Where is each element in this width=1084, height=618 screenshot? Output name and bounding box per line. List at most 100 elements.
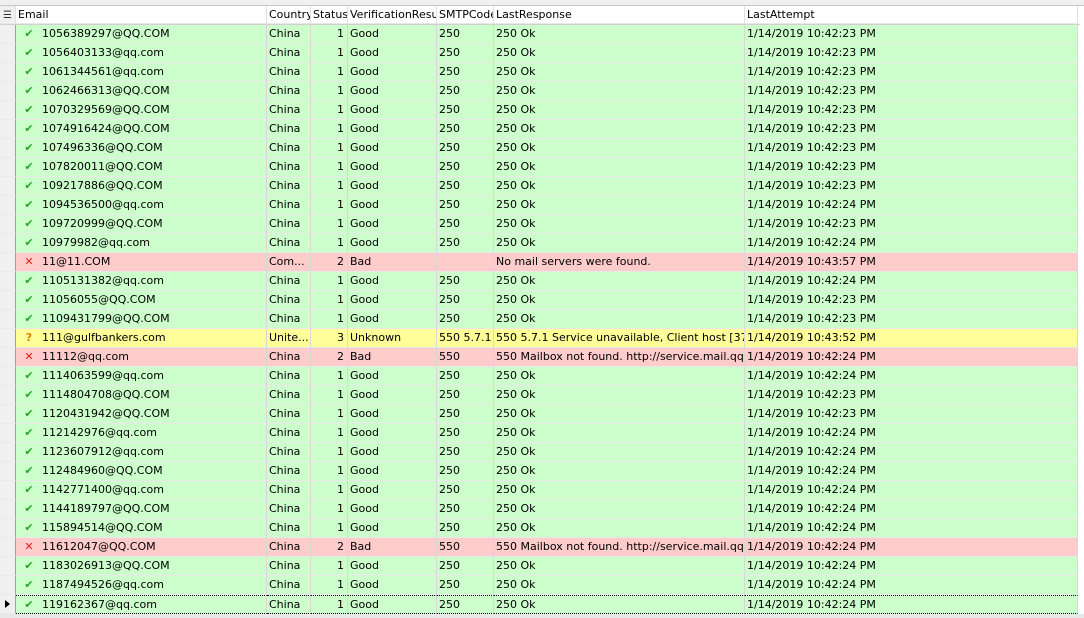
row-selector[interactable]	[0, 158, 16, 177]
cell-lastresponse: 250 Ok	[494, 158, 745, 177]
row-selector[interactable]	[0, 234, 16, 253]
table-row[interactable]: ✔ 1144189797@QQ.COM China 1 Good 250 250 Ok 1/1…	[0, 500, 1080, 519]
row-selector[interactable]	[0, 519, 16, 538]
cell-lastresponse: 250 Ok	[494, 557, 745, 576]
table-row[interactable]: ✔ 1120431942@QQ.COM China 1 Good 250 250 Ok 1/1…	[0, 405, 1080, 424]
table-row[interactable]: ✔ 112142976@qq.com China 1 Good 250 250 Ok 1/14…	[0, 424, 1080, 443]
row-selector[interactable]	[0, 139, 16, 158]
table-row[interactable]: ✔ 107820011@QQ.COM China 1 Good 250 250 Ok 1/14…	[0, 158, 1080, 177]
table-row[interactable]: ✕ 11112@qq.com China 2 Bad 550 550 Mailbox not…	[0, 348, 1080, 367]
cell-status: 1	[311, 291, 348, 310]
column-header-country[interactable]: Country	[267, 6, 311, 24]
table-row[interactable]: ✔ 1070329569@QQ.COM China 1 Good 250 250 Ok 1/1…	[0, 101, 1080, 120]
table-row[interactable]: ✔ 10979982@qq.com China 1 Good 250 250 Ok 1/14/…	[0, 234, 1080, 253]
table-row[interactable]: ✕ 11@11.COM Com... 2 Bad No mail servers were…	[0, 253, 1080, 272]
row-selector[interactable]	[0, 215, 16, 234]
cell-text: Bad	[350, 540, 372, 553]
table-row[interactable]: ✔ 1123607912@qq.com China 1 Good 250 250 Ok 1/1…	[0, 443, 1080, 462]
row-selector[interactable]	[0, 25, 16, 44]
table-row[interactable]: ✔ 1183026913@QQ.COM China 1 Good 250 250 Ok 1/1…	[0, 557, 1080, 576]
column-chooser-icon[interactable]: ☰	[0, 6, 16, 24]
cell-text: Good	[350, 502, 379, 515]
column-header-email[interactable]: Email	[16, 6, 267, 24]
row-selector[interactable]	[0, 424, 16, 443]
table-row[interactable]: ✔ 1114063599@qq.com China 1 Good 250 250 Ok 1/1…	[0, 367, 1080, 386]
row-selector[interactable]	[0, 462, 16, 481]
table-row[interactable]: ✔ 109217886@QQ.COM China 1 Good 250 250 Ok 1/14…	[0, 177, 1080, 196]
table-row[interactable]: ✔ 1142771400@qq.com China 1 Good 250 250 Ok 1/1…	[0, 481, 1080, 500]
row-selector[interactable]	[0, 595, 16, 614]
check-icon: ✔	[24, 312, 34, 325]
cell-text: 1/14/2019 10:42:24 PM	[747, 464, 876, 477]
cell-text: 250 Ok	[496, 84, 536, 97]
table-row[interactable]: ✔ 1056403133@qq.com China 1 Good 250 250 Ok 1/1…	[0, 44, 1080, 63]
cell-status: 1	[311, 63, 348, 82]
table-row[interactable]: ✔ 1061344561@qq.com China 1 Good 250 250 Ok 1/1…	[0, 63, 1080, 82]
row-selector[interactable]	[0, 82, 16, 101]
table-row[interactable]: ✔ 1094536500@qq.com China 1 Good 250 250 Ok 1/1…	[0, 196, 1080, 215]
cell-text: 1/14/2019 10:42:24 PM	[747, 483, 876, 496]
table-row[interactable]: ✔ 1074916424@QQ.COM China 1 Good 250 250 Ok 1/1…	[0, 120, 1080, 139]
cell-status: 1	[311, 481, 348, 500]
cell-lastresponse: 250 Ok	[494, 215, 745, 234]
row-selector[interactable]	[0, 367, 16, 386]
row-selector[interactable]	[0, 576, 16, 595]
horizontal-scrollbar[interactable]	[0, 614, 1084, 618]
cell-text: 250	[439, 578, 460, 591]
cell-text: China	[269, 312, 301, 325]
cross-icon: ✕	[24, 255, 34, 268]
row-selector[interactable]	[0, 386, 16, 405]
cell-verificationresult: Good	[348, 215, 437, 234]
table-row[interactable]: ✕ 11612047@QQ.COM China 2 Bad 550 550 Mailbox …	[0, 538, 1080, 557]
row-selector[interactable]	[0, 405, 16, 424]
row-selector[interactable]	[0, 177, 16, 196]
row-selector[interactable]	[0, 557, 16, 576]
table-row[interactable]: ✔ 1056389297@QQ.COM China 1 Good 250 250 Ok 1/1…	[0, 25, 1080, 44]
cell-email: ✕ 11112@qq.com	[16, 348, 267, 367]
table-row[interactable]: ✔ 1187494526@qq.com China 1 Good 250 250 Ok 1/1…	[0, 576, 1080, 595]
table-row[interactable]: ✔ 11056055@QQ.COM China 1 Good 250 250 Ok 1/14/…	[0, 291, 1080, 310]
row-selector[interactable]	[0, 291, 16, 310]
cell-text: 112484960@QQ.COM	[42, 464, 163, 477]
row-selector[interactable]	[0, 120, 16, 139]
table-row[interactable]: ✔ 115894514@QQ.COM China 1 Good 250 250 Ok 1/14…	[0, 519, 1080, 538]
column-header-lastresponse[interactable]: LastResponse	[494, 6, 745, 24]
cell-text: 1187494526@qq.com	[42, 578, 164, 591]
row-selector[interactable]	[0, 329, 16, 348]
row-selector[interactable]	[0, 310, 16, 329]
cell-text: 1	[337, 445, 344, 458]
column-header-lastattempt[interactable]: LastAttempt	[745, 6, 1078, 24]
column-header-verificationresult[interactable]: VerificationResult	[348, 6, 437, 24]
row-selector[interactable]	[0, 538, 16, 557]
row-selector[interactable]	[0, 44, 16, 63]
row-selector[interactable]	[0, 63, 16, 82]
row-selector[interactable]	[0, 481, 16, 500]
results-grid[interactable]: ☰ Email Country Status VerificationResul…	[0, 6, 1080, 614]
table-row[interactable]: ? 111@gulfbankers.com Unite... 3 Unknown 550 …	[0, 329, 1080, 348]
table-row[interactable]: ✔ 119162367@qq.com China 1 Good 250 250 Ok 1/14…	[0, 595, 1080, 614]
row-selector[interactable]	[0, 196, 16, 215]
row-selector[interactable]	[0, 443, 16, 462]
table-row[interactable]: ✔ 1105131382@qq.com China 1 Good 250 250 Ok 1/1…	[0, 272, 1080, 291]
cell-verificationresult: Good	[348, 595, 437, 614]
cell-verificationresult: Good	[348, 424, 437, 443]
column-header-smtpcode[interactable]: SMTPCode	[437, 6, 494, 24]
cell-text: 1120431942@QQ.COM	[42, 407, 170, 420]
row-selector[interactable]	[0, 348, 16, 367]
table-row[interactable]: ✔ 109720999@QQ.COM China 1 Good 250 250 Ok 1/14…	[0, 215, 1080, 234]
table-row[interactable]: ✔ 1062466313@QQ.COM China 1 Good 250 250 Ok 1/1…	[0, 82, 1080, 101]
cell-text: 250	[439, 312, 460, 325]
row-selector[interactable]	[0, 253, 16, 272]
row-selector[interactable]	[0, 500, 16, 519]
cell-text: 1	[337, 46, 344, 59]
cell-text: 250	[439, 407, 460, 420]
table-row[interactable]: ✔ 107496336@QQ.COM China 1 Good 250 250 Ok 1/14…	[0, 139, 1080, 158]
table-row[interactable]: ✔ 1109431799@QQ.COM China 1 Good 250 250 Ok 1/1…	[0, 310, 1080, 329]
table-row[interactable]: ✔ 112484960@QQ.COM China 1 Good 250 250 Ok 1/14…	[0, 462, 1080, 481]
row-selector[interactable]	[0, 272, 16, 291]
cell-text: Good	[350, 179, 379, 192]
table-row[interactable]: ✔ 1114804708@QQ.COM China 1 Good 250 250 Ok 1/1…	[0, 386, 1080, 405]
row-selector[interactable]	[0, 101, 16, 120]
column-header-status[interactable]: Status	[311, 6, 348, 24]
cross-icon: ✕	[24, 350, 34, 363]
